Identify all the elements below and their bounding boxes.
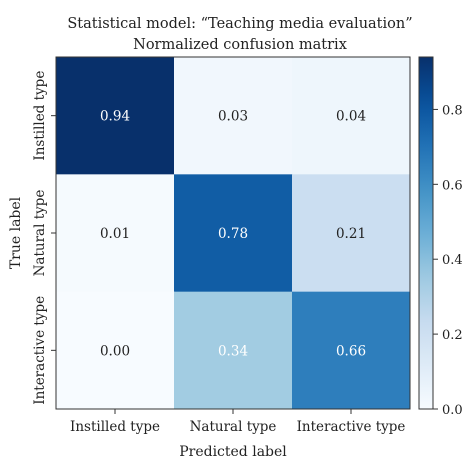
heatmap-cell (174, 174, 293, 293)
chart-title: Statistical model: “Teaching media evalu… (67, 16, 412, 32)
cell-value-label: 0.94 (100, 109, 130, 125)
y-axis-label: True label (8, 196, 24, 269)
colorbar-tick-label: 0.2 (442, 328, 463, 343)
cell-value-label: 0.34 (218, 343, 248, 359)
cell-value-label: 0.01 (100, 226, 130, 242)
cell-value-label: 0.04 (336, 109, 366, 125)
cell-value-label: 0.78 (218, 226, 248, 242)
heatmap-cell (56, 291, 175, 410)
colorbar-ticks: 0.0 0.2 0.4 0.6 0.8 (433, 103, 463, 418)
y-tick-label: Interactive type (32, 296, 48, 405)
heatmap-cell (292, 291, 411, 410)
colorbar-frame (418, 56, 434, 410)
y-tick-label: Natural type (32, 190, 48, 277)
heatmap-cell (56, 174, 175, 293)
y-tick-label: Instilled type (32, 71, 48, 161)
heatmap-cell (292, 174, 411, 293)
cell-value-label: 0.03 (218, 109, 248, 125)
cell-value-label: 0.66 (336, 343, 366, 359)
x-axis-ticks: Instilled type Natural type Interactive ty… (70, 409, 405, 435)
heatmap-cell (292, 57, 411, 175)
y-axis-ticks: Instilled type Natural type Interactive ty… (32, 71, 56, 405)
heatmap-cells: 0.94 0.03 0.04 0.01 0.78 0.21 0.00 0.34 0.66 (56, 57, 411, 410)
colorbar-tick-label: 0.6 (442, 178, 463, 193)
x-axis-label: Predicted label (179, 444, 287, 460)
cell-value-label: 0.21 (336, 226, 366, 242)
colorbar (419, 57, 433, 409)
colorbar-tick-label: 0.0 (442, 403, 463, 418)
heatmap-cell (56, 57, 175, 175)
x-tick-label: Natural type (190, 419, 277, 435)
heatmap-cell (174, 291, 293, 410)
colorbar-tick-label: 0.4 (442, 253, 463, 268)
x-tick-label: Interactive type (297, 419, 406, 435)
cell-value-label: 0.00 (100, 343, 130, 359)
chart-subtitle: Normalized confusion matrix (133, 37, 347, 53)
x-tick-label: Instilled type (70, 419, 160, 435)
heatmap-cell (174, 57, 293, 175)
colorbar-tick-label: 0.8 (442, 103, 463, 118)
